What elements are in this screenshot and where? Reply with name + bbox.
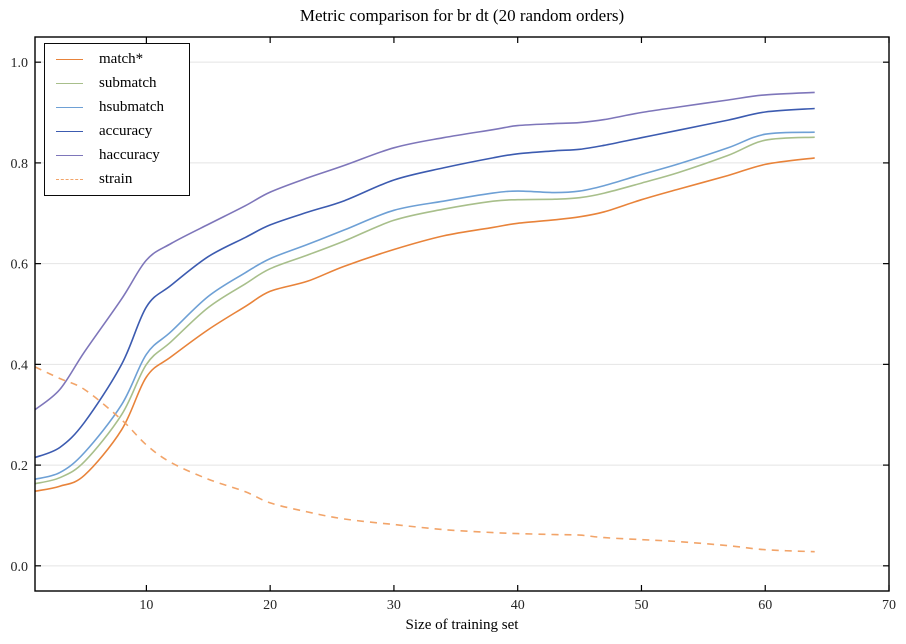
y-tick-label: 0.0 — [11, 560, 29, 575]
plot-border — [34, 36, 890, 592]
legend-item-accuracy: accuracy — [56, 119, 189, 143]
legend-line-sample — [56, 59, 83, 61]
series-line-submatch — [34, 136, 815, 485]
series-line-hsubmatch — [34, 131, 815, 480]
x-tick-label: 70 — [882, 598, 896, 613]
x-tick-label: 20 — [263, 598, 277, 613]
legend-label: strain — [99, 170, 133, 187]
legend: match* submatch hsubmatch accuracy haccuracy… — [44, 43, 190, 196]
x-tick-label: 50 — [634, 598, 648, 613]
legend-label: submatch — [99, 75, 157, 92]
series-line-accuracy — [34, 107, 815, 459]
y-tick-label: 0.6 — [11, 258, 29, 273]
series-line-haccuracy — [34, 91, 815, 411]
legend-line-sample — [56, 154, 83, 156]
y-tick-label: 0.2 — [11, 459, 29, 474]
legend-line-sample — [56, 130, 83, 132]
legend-label: hsubmatch — [99, 99, 164, 116]
legend-label: match* — [99, 51, 144, 68]
legend-label: haccuracy — [99, 146, 160, 163]
x-tick-label: 10 — [139, 598, 153, 613]
legend-label: accuracy — [99, 122, 153, 139]
y-tick-label: 1.0 — [11, 56, 29, 71]
x-tick-label: 60 — [758, 598, 772, 613]
legend-line-sample — [56, 178, 83, 180]
x-tick-label: 40 — [511, 598, 525, 613]
y-tick-label: 0.8 — [11, 157, 29, 172]
x-axis-label: Size of training set — [405, 617, 519, 633]
legend-item-submatch: submatch — [56, 72, 189, 96]
legend-item-haccuracy: haccuracy — [56, 143, 189, 167]
legend-line-sample — [56, 107, 83, 109]
legend-item-match: match* — [56, 48, 189, 72]
series-line-strain — [34, 366, 815, 553]
series-line-match — [34, 157, 815, 493]
legend-line-sample — [56, 83, 83, 85]
legend-item-strain: strain — [56, 167, 189, 191]
x-tick-label: 30 — [387, 598, 401, 613]
y-tick-label: 0.4 — [11, 358, 29, 373]
legend-item-hsubmatch: hsubmatch — [56, 96, 189, 120]
chart-title: Metric comparison for br dt (20 random o… — [299, 6, 625, 25]
